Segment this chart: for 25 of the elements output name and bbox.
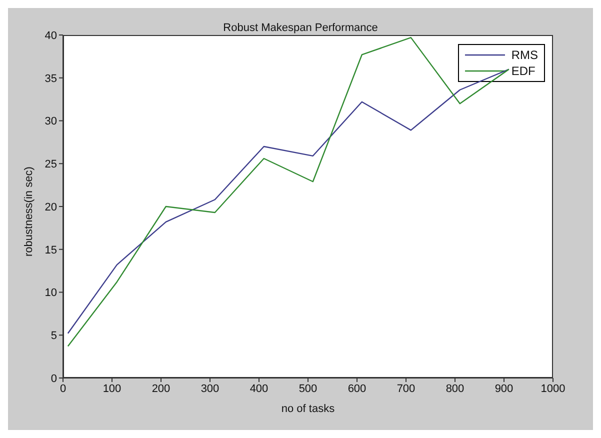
y-tick-label: 10 (44, 287, 57, 300)
x-tick-label: 200 (152, 382, 170, 395)
x-tick-label: 0 (60, 382, 66, 395)
y-tick-label: 0 (50, 372, 57, 385)
y-axis-title: robustness(in sec) (22, 166, 35, 256)
x-tick-label: 400 (250, 382, 268, 395)
legend-label: RMS (511, 47, 538, 63)
y-tick-label: 15 (44, 244, 57, 256)
x-tick-label: 800 (446, 382, 464, 395)
x-tick-label: 500 (298, 382, 318, 395)
chart-title: Robust Makespan Performance (223, 22, 378, 34)
x-tick-label: 700 (396, 382, 416, 395)
x-tick-label: 100 (102, 382, 122, 395)
x-tick-label: 300 (200, 382, 220, 395)
x-tick-label: 900 (494, 382, 514, 395)
y-tick-label: 30 (44, 116, 57, 128)
y-tick-label: 5 (50, 330, 57, 342)
y-tick-label: 40 (44, 30, 57, 42)
x-tick-label: 1000 (540, 382, 566, 395)
y-tick-label: 20 (44, 201, 57, 214)
x-tick-label: 600 (348, 382, 366, 395)
legend-label: EDF (511, 63, 536, 79)
y-tick-label: 25 (44, 158, 57, 171)
x-axis-title: no of tasks (281, 403, 336, 415)
y-tick-label: 35 (44, 72, 57, 85)
